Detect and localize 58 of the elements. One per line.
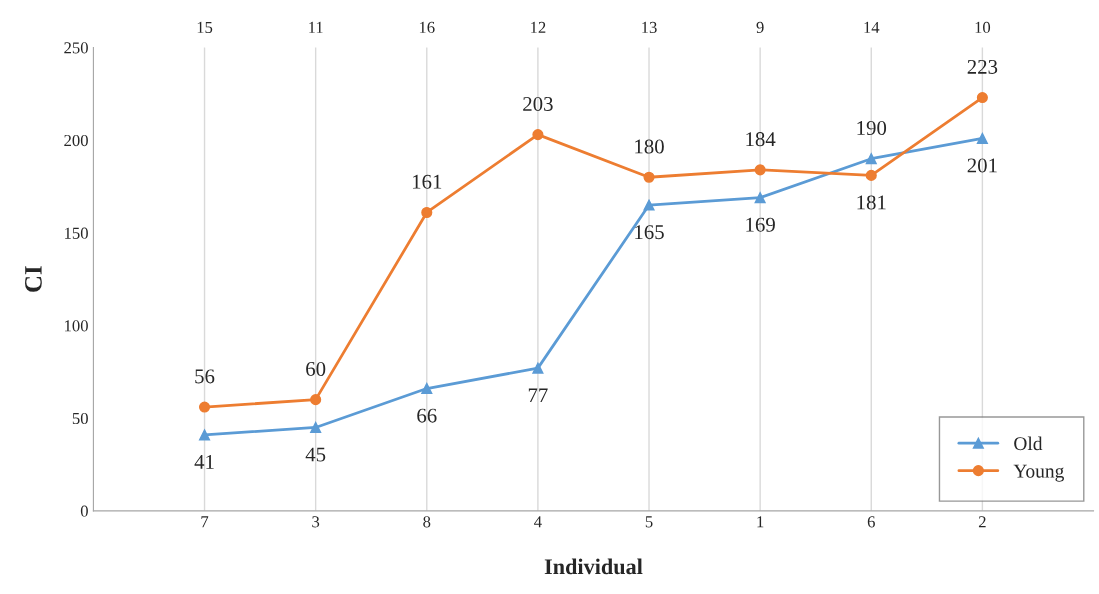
text: 11 bbox=[309, 21, 323, 33]
legend-label: Old bbox=[1014, 436, 1043, 451]
y-axis-title: CI bbox=[25, 266, 42, 292]
x-tick-label: 1 bbox=[757, 516, 764, 528]
x-tick-label: 2 bbox=[978, 516, 986, 528]
data-label: 45 bbox=[305, 447, 326, 462]
point bbox=[976, 132, 988, 144]
point bbox=[532, 362, 544, 374]
point bbox=[643, 171, 655, 183]
y-tick-label: 200 bbox=[64, 134, 88, 147]
x-tick-label: 6 bbox=[867, 516, 875, 528]
point bbox=[310, 394, 322, 406]
x-tick-label: 8 bbox=[423, 516, 431, 528]
data-label: 203 bbox=[523, 96, 553, 111]
data-label: 161 bbox=[412, 174, 442, 189]
point bbox=[754, 192, 766, 204]
point bbox=[865, 169, 877, 181]
x-tick-label: 5 bbox=[645, 516, 653, 528]
data-label: 60 bbox=[306, 361, 326, 376]
data-label: 77 bbox=[528, 388, 548, 403]
y-tick-label: 150 bbox=[65, 227, 88, 239]
point bbox=[421, 382, 433, 395]
data-label: 184 bbox=[746, 132, 776, 147]
point bbox=[643, 199, 655, 211]
data-label: 165 bbox=[635, 225, 664, 240]
y-tick-label: 50 bbox=[72, 412, 88, 425]
point bbox=[754, 164, 766, 176]
y-tick-label: 0 bbox=[80, 505, 88, 517]
y-tick-label: 250 bbox=[64, 42, 88, 54]
data-label: 56 bbox=[195, 369, 215, 384]
text: 10 bbox=[975, 21, 991, 34]
point bbox=[198, 429, 211, 441]
data-label: 181 bbox=[857, 195, 886, 210]
point bbox=[532, 129, 544, 141]
x-tick-label: 4 bbox=[534, 516, 542, 528]
x-axis-title: Individual bbox=[544, 558, 643, 575]
point bbox=[421, 206, 433, 219]
text: 16 bbox=[419, 21, 435, 34]
data-label: 41 bbox=[194, 455, 214, 469]
x-tick-label: 7 bbox=[201, 516, 209, 528]
point bbox=[976, 92, 988, 104]
x-tick-label: 3 bbox=[312, 516, 320, 528]
data-label: 190 bbox=[857, 120, 887, 136]
data-label: 66 bbox=[417, 408, 437, 423]
point bbox=[310, 421, 322, 433]
legend-label: Young bbox=[1013, 464, 1064, 482]
data-label: 201 bbox=[967, 158, 997, 173]
text: 12 bbox=[531, 21, 546, 33]
data-label: 223 bbox=[967, 59, 998, 74]
text: 15 bbox=[197, 21, 213, 34]
text: 9 bbox=[756, 21, 764, 34]
data-label: 169 bbox=[746, 217, 775, 232]
y-tick-label: 100 bbox=[65, 320, 88, 332]
text: 13 bbox=[642, 21, 657, 34]
text: 14 bbox=[864, 21, 880, 33]
data-label: 180 bbox=[635, 139, 664, 154]
point bbox=[198, 401, 211, 413]
point bbox=[865, 153, 877, 165]
